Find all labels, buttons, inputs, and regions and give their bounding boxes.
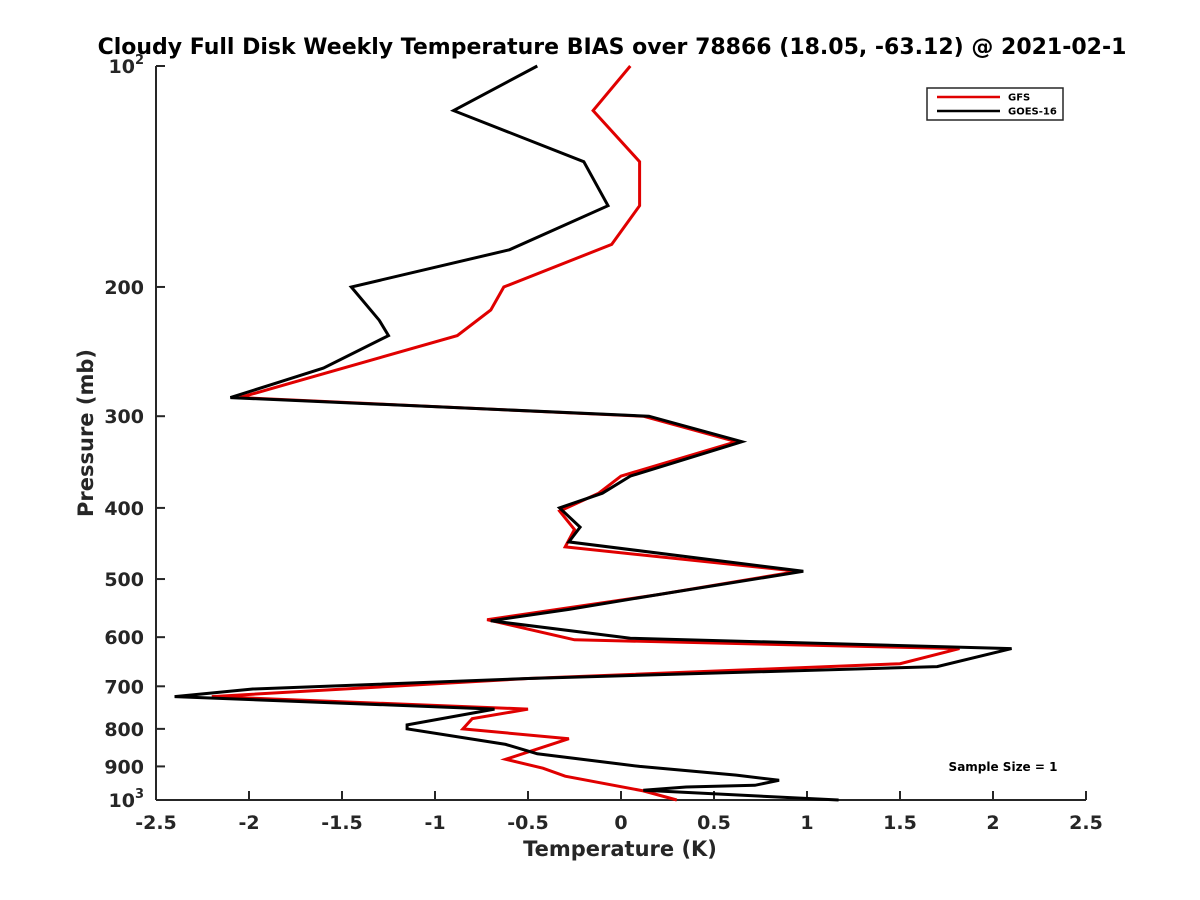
x-tick-label: 2.5: [1069, 812, 1103, 834]
series-line-goes-16: [174, 64, 1012, 802]
legend-box: [926, 87, 1064, 121]
plot-area: [155, 66, 1086, 801]
x-tick-label: -1: [424, 812, 445, 834]
x-tick-label: 1.5: [883, 812, 917, 834]
legend-label: GFS: [1008, 93, 1030, 104]
x-axis-label: Temperature (K): [523, 837, 717, 861]
x-tick-label: -2: [238, 812, 259, 834]
y-tick-exponent: 3: [135, 787, 144, 802]
legend: GFS GOES-16: [926, 87, 1064, 121]
y-tick-label: 300: [104, 406, 144, 428]
y-tick-label: 103: [109, 787, 145, 812]
legend-label: GOES-16: [1008, 107, 1057, 118]
series-layer: [174, 64, 1012, 802]
x-tick-label: 2: [986, 812, 999, 834]
sample-size-annotation: Sample Size = 1: [949, 760, 1058, 774]
y-tick-exponent: 2: [135, 53, 144, 68]
y-tick-label: 700: [104, 676, 144, 698]
series-line-gfs: [211, 65, 960, 802]
y-tick-label: 200: [104, 277, 144, 299]
x-ticks: -2.5 -2 -1.5 -1 -0.5 0 0.5 1 1.5 2 2.5: [135, 791, 1103, 834]
x-tick-label: 0: [614, 812, 627, 834]
y-tick-base: 10: [109, 56, 135, 78]
y-tick-label: 800: [104, 719, 144, 741]
x-tick-label: 0.5: [697, 812, 731, 834]
y-tick-label: 102: [109, 53, 145, 78]
y-tick-label: 400: [104, 498, 144, 520]
y-tick-label: 900: [104, 756, 144, 778]
x-tick-label: -0.5: [507, 812, 549, 834]
x-tick-label: 1: [800, 812, 813, 834]
x-tick-label: -1.5: [321, 812, 363, 834]
y-tick-label: 500: [104, 569, 144, 591]
x-tick-label: -2.5: [135, 812, 177, 834]
y-tick-label: 600: [104, 627, 144, 649]
y-tick-base: 10: [109, 790, 135, 812]
chart-title: Cloudy Full Disk Weekly Temperature BIAS…: [98, 35, 1127, 60]
y-axis-label: Pressure (mb): [74, 349, 98, 517]
